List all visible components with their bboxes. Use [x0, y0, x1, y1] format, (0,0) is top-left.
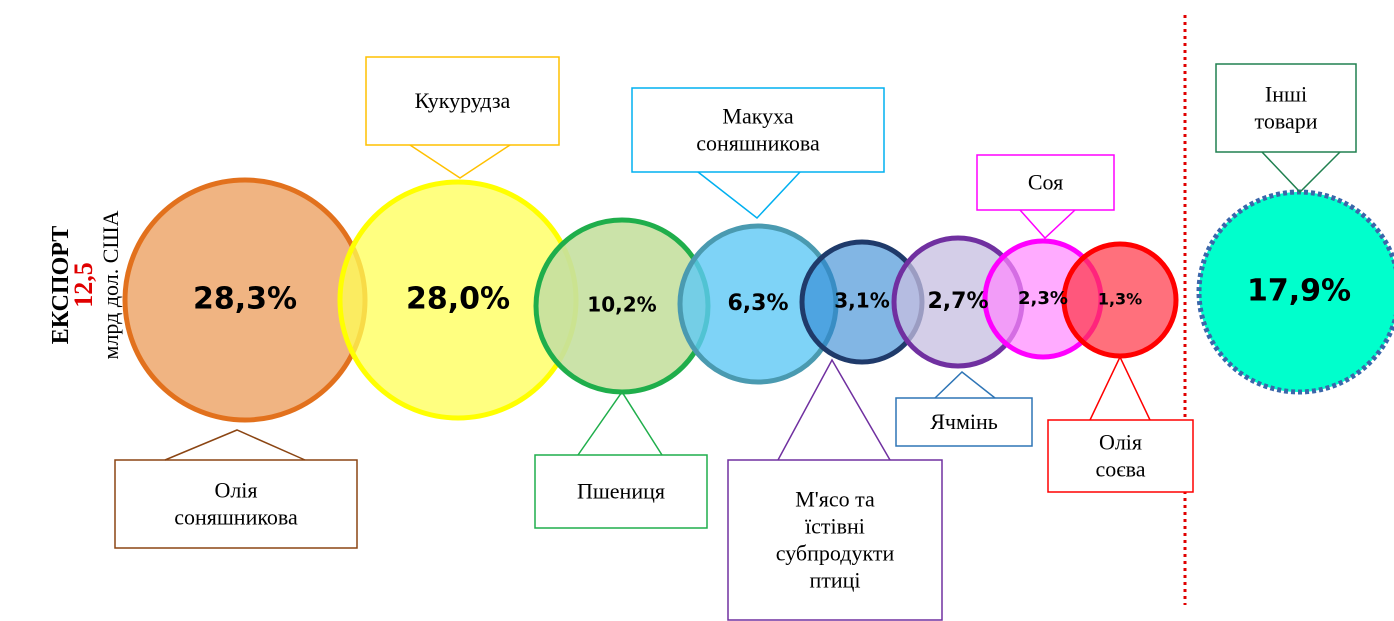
callout-label: птиці — [809, 568, 860, 593]
callout-label: Макуха — [722, 104, 793, 129]
export-unit: млрд дол. США — [98, 210, 123, 359]
share-label: 28,0% — [406, 282, 510, 317]
callout-box — [1047, 419, 1194, 493]
callout-pointer — [777, 358, 891, 461]
callout-label: Соя — [1028, 170, 1063, 195]
share-label: 1,3% — [1098, 290, 1142, 309]
callout-label: субпродукти — [776, 541, 895, 566]
callout-label: соняшникова — [696, 131, 820, 156]
callout-label: соняшникова — [174, 505, 298, 530]
export-label: ЕКСПОРТ — [48, 226, 74, 344]
export-amount: 12,5 — [69, 262, 98, 308]
share-label: 2,7% — [927, 289, 988, 314]
callout-box — [534, 454, 708, 529]
callout-label: Інші — [1265, 82, 1307, 107]
callout-box — [895, 397, 1033, 447]
callout-box — [727, 459, 943, 621]
share-label: 10,2% — [587, 293, 656, 317]
callouts: ОліясоняшниковаКукурудзаПшеницяМакухасон… — [114, 56, 1357, 621]
callout-pointer — [164, 429, 306, 461]
circles: 28,3% 28,0% 10,2% 6,3% 3,1% 2,7% 2,3% 1,3% 17,9% — [122, 177, 1394, 423]
callout-label: соєва — [1095, 457, 1145, 482]
callout-box — [631, 87, 885, 173]
callout-label: товари — [1255, 109, 1318, 134]
callout-label: їстівні — [805, 514, 865, 539]
callout-pointer — [1019, 209, 1076, 240]
share-label: 2,3% — [1018, 288, 1068, 309]
share-label: 17,9% — [1247, 274, 1351, 309]
callout-pointer — [697, 171, 801, 220]
callout-pointer — [577, 390, 663, 456]
export-title: ЕКСПОРТ 12,5 млрд дол. США — [48, 210, 123, 359]
callout-label: М'ясо та — [795, 487, 875, 512]
callout-label: Ячмінь — [930, 409, 998, 434]
callout-box — [365, 56, 560, 146]
callout-pointer — [409, 144, 511, 179]
callout-label: Кукурудза — [415, 88, 511, 113]
callout-box — [976, 154, 1115, 211]
callout-pointer — [1089, 355, 1151, 421]
callout-label: Пшениця — [577, 479, 665, 504]
share-label: 28,3% — [193, 282, 297, 317]
share-label: 3,1% — [834, 289, 889, 313]
callout-label: Олія — [1099, 430, 1142, 455]
callout-pointer — [934, 371, 996, 399]
callout-box — [1215, 63, 1357, 153]
callout-box — [114, 459, 358, 549]
share-label: 6,3% — [727, 291, 788, 316]
callout-pointer — [1261, 151, 1341, 194]
callout-label: Олія — [214, 478, 257, 503]
